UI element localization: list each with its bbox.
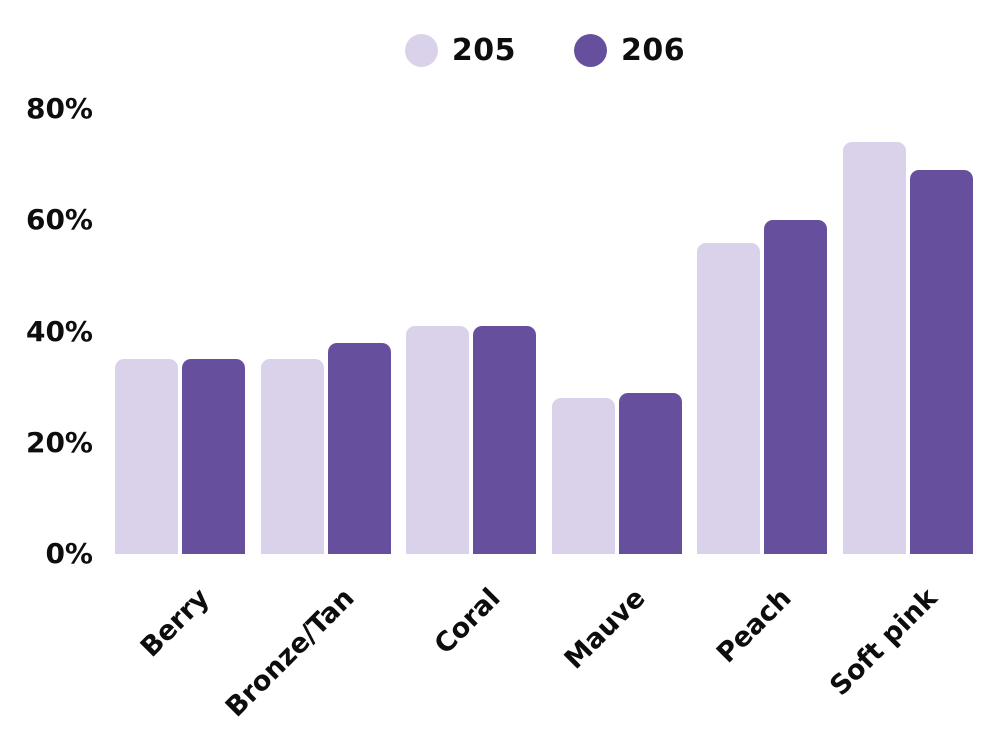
x-axis-label-bronze-tan: Bronze/Tan <box>219 582 361 724</box>
bar-bronze-tan-205 <box>260 359 324 554</box>
bar-mauve-205 <box>551 398 615 554</box>
legend-swatch-206 <box>574 34 607 67</box>
legend-item-205: 205 <box>404 33 516 68</box>
y-axis-tick-label-60: 60% <box>25 203 93 237</box>
bar-soft-pink-206 <box>910 170 973 554</box>
y-axis-tick-label-0: 0% <box>45 537 93 570</box>
legend-item-206: 206 <box>574 33 685 68</box>
bar-peach-205 <box>697 242 761 554</box>
x-axis-label-berry: Berry <box>134 582 216 664</box>
bar-bronze-tan-206 <box>327 342 391 554</box>
bar-berry-206 <box>182 359 245 554</box>
bar-soft-pink-205 <box>843 142 906 554</box>
legend-label-206: 206 <box>621 33 686 68</box>
bar-mauve-206 <box>618 392 682 554</box>
y-axis-tick-label-40: 40% <box>25 314 93 348</box>
chart-legend: 205 206 <box>115 33 975 68</box>
x-axis-label-mauve: Mauve <box>559 582 652 676</box>
x-axis-label-coral: Coral <box>428 582 507 661</box>
y-axis-tick-label-80: 80% <box>25 92 93 125</box>
legend-swatch-205 <box>404 34 438 67</box>
bar-coral-206 <box>473 325 537 554</box>
legend-label-205: 205 <box>451 33 516 68</box>
x-axis-label-soft-pink: Soft pink <box>823 582 944 702</box>
y-axis-tick-label-20: 20% <box>25 425 93 459</box>
x-axis-label-peach: Peach <box>710 582 798 670</box>
bar-berry-205 <box>115 359 178 554</box>
bar-peach-206 <box>764 220 828 554</box>
bar-coral-205 <box>406 325 470 554</box>
